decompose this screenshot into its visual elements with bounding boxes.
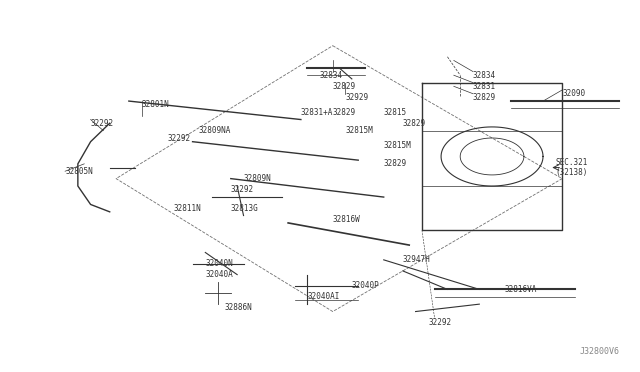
Text: 32829: 32829 [333,108,356,117]
Text: J32800V6: J32800V6 [579,347,620,356]
Text: 32929: 32929 [346,93,369,102]
Text: 32834: 32834 [473,71,496,80]
Text: 32831+A: 32831+A [301,108,333,117]
Text: 32829: 32829 [384,159,407,169]
Text: 32831: 32831 [473,82,496,91]
Text: 32809N: 32809N [244,174,271,183]
Text: 32040N: 32040N [205,259,233,268]
Text: 32815: 32815 [384,108,407,117]
Text: 32292: 32292 [91,119,114,128]
Text: 32829: 32829 [473,93,496,102]
Text: 32834: 32834 [320,71,343,80]
Text: 32809NA: 32809NA [199,126,231,135]
Text: 32040P: 32040P [352,281,380,290]
Text: 32040A: 32040A [205,270,233,279]
Text: 32801N: 32801N [141,100,170,109]
Text: 32292: 32292 [231,185,254,194]
Text: 32813G: 32813G [231,203,259,213]
Text: 32292: 32292 [167,134,190,142]
Text: 32292: 32292 [428,318,451,327]
Text: 32829: 32829 [333,82,356,91]
Text: 32811N: 32811N [173,203,201,213]
Text: 32815M: 32815M [346,126,373,135]
Text: SEC.321
(32138): SEC.321 (32138) [556,158,588,177]
Text: 32886N: 32886N [225,303,252,312]
Text: 32805N: 32805N [65,167,93,176]
Text: 32040AI: 32040AI [307,292,340,301]
Text: 32816VA: 32816VA [505,285,537,294]
Text: 32090: 32090 [562,89,585,98]
Text: 32816W: 32816W [333,215,360,224]
Text: 32829: 32829 [403,119,426,128]
Text: 32947H: 32947H [403,255,431,264]
Text: 32815M: 32815M [384,141,412,150]
